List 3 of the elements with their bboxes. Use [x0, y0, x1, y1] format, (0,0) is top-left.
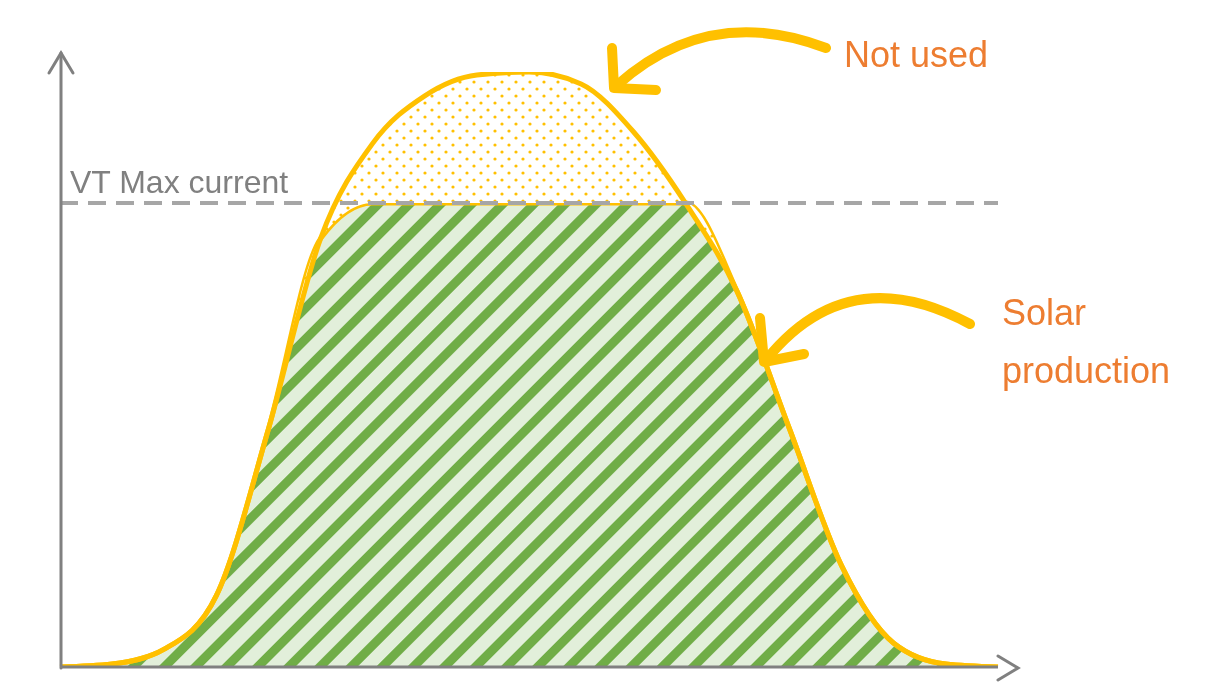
ref-line-label: VT Max current: [70, 163, 289, 200]
text: Solar production: [1002, 291, 1172, 393]
annotation: Not used: [844, 33, 990, 77]
